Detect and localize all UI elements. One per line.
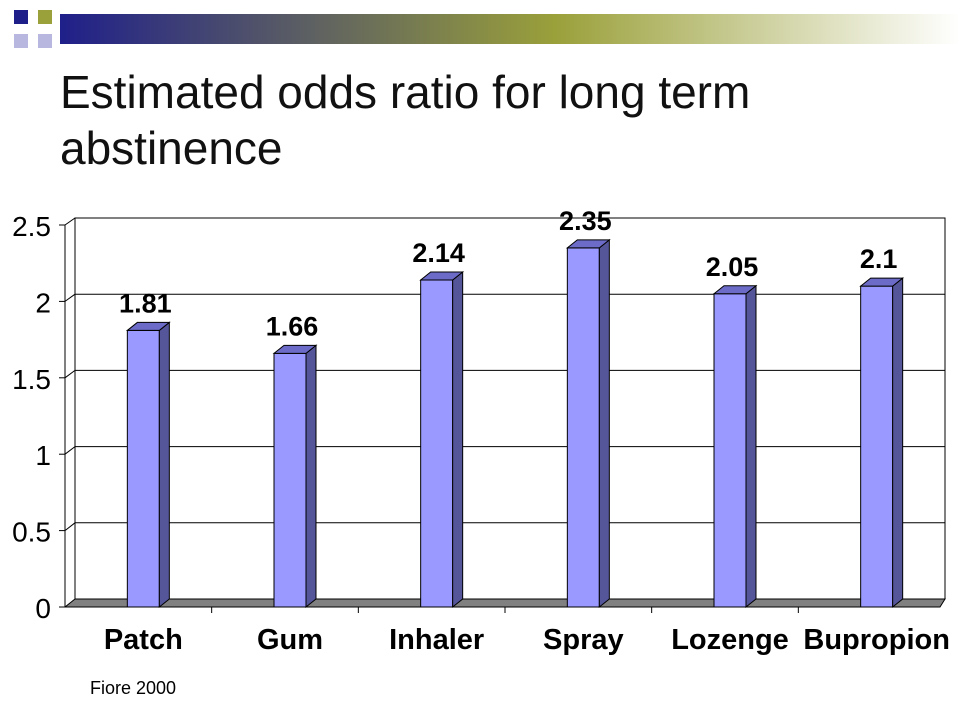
gridline-side [64, 446, 76, 455]
bar-front [126, 329, 160, 608]
bar [565, 238, 611, 609]
header-square-lavender [14, 34, 28, 48]
y-tick-label: 2 [35, 287, 51, 318]
page-title: Estimated odds ratio for long term absti… [60, 66, 751, 174]
bar-top [419, 271, 465, 281]
bar-side [598, 238, 610, 609]
y-axis: 0 0.5 1 1.5 2 2.5 [12, 211, 799, 624]
x-tick-label: Gum [257, 624, 323, 656]
bar [272, 344, 318, 609]
bar-front [860, 285, 894, 608]
bar [712, 284, 758, 609]
data-label: 2.05 [706, 252, 759, 282]
bar [125, 321, 171, 609]
source-citation: Fiore 2000 [90, 678, 177, 698]
bar-chart: 0 0.5 1 1.5 2 2.5 1.81 1.66 2.14 2.35 2.05 2.1 Pat… [12, 206, 950, 656]
bar-top [859, 277, 905, 287]
bar-top [712, 285, 758, 295]
data-label: 2.35 [559, 206, 612, 236]
bar-side [452, 270, 464, 609]
x-tick-label: Spray [543, 624, 624, 656]
x-axis-labels: Patch Gum Inhaler Spray Lozenge Bupropion [104, 624, 950, 656]
gridline-side [64, 369, 76, 379]
bar-side [158, 321, 170, 609]
header-gradient-bar [60, 14, 960, 44]
gridline-side [64, 217, 76, 226]
y-tick-label: 0 [35, 593, 51, 624]
bar-front [713, 293, 747, 608]
bar-front [273, 352, 307, 608]
gridlines [64, 217, 945, 531]
bar-top [565, 239, 611, 249]
bar-side [745, 284, 757, 609]
header-square-lavender-2 [38, 34, 52, 48]
gridline-side [64, 522, 76, 531]
chart-floor [63, 598, 946, 608]
bar-side [892, 277, 904, 609]
chart-floor-plane [63, 598, 946, 608]
gridline-side [64, 293, 76, 302]
y-tick-label: 1.5 [12, 364, 51, 395]
y-tick-label: 1 [35, 440, 51, 471]
bar-front [420, 279, 454, 608]
y-tick-label: 0.5 [12, 517, 51, 548]
x-tick-label: Inhaler [389, 624, 484, 656]
plot-back-wall [74, 217, 946, 600]
x-tick-label: Lozenge [671, 624, 789, 656]
bar-side [305, 344, 317, 609]
bar [859, 277, 905, 609]
bars [125, 238, 905, 609]
x-tick-label: Bupropion [803, 624, 950, 656]
bar-top [125, 321, 171, 331]
header-decoration [14, 10, 960, 48]
data-label: 1.81 [119, 288, 172, 318]
data-label: 2.1 [860, 244, 898, 274]
data-label: 1.66 [266, 311, 319, 341]
bar [419, 270, 465, 609]
bar-top [272, 344, 318, 354]
data-label: 2.14 [412, 238, 465, 268]
plot-area [74, 217, 946, 600]
bar-front [566, 247, 600, 608]
header-square-navy [14, 10, 28, 24]
header-square-olive [38, 10, 52, 24]
data-labels: 1.81 1.66 2.14 2.35 2.05 2.1 [119, 206, 897, 341]
y-tick-label: 2.5 [12, 211, 51, 242]
x-tick-label: Patch [104, 624, 183, 656]
